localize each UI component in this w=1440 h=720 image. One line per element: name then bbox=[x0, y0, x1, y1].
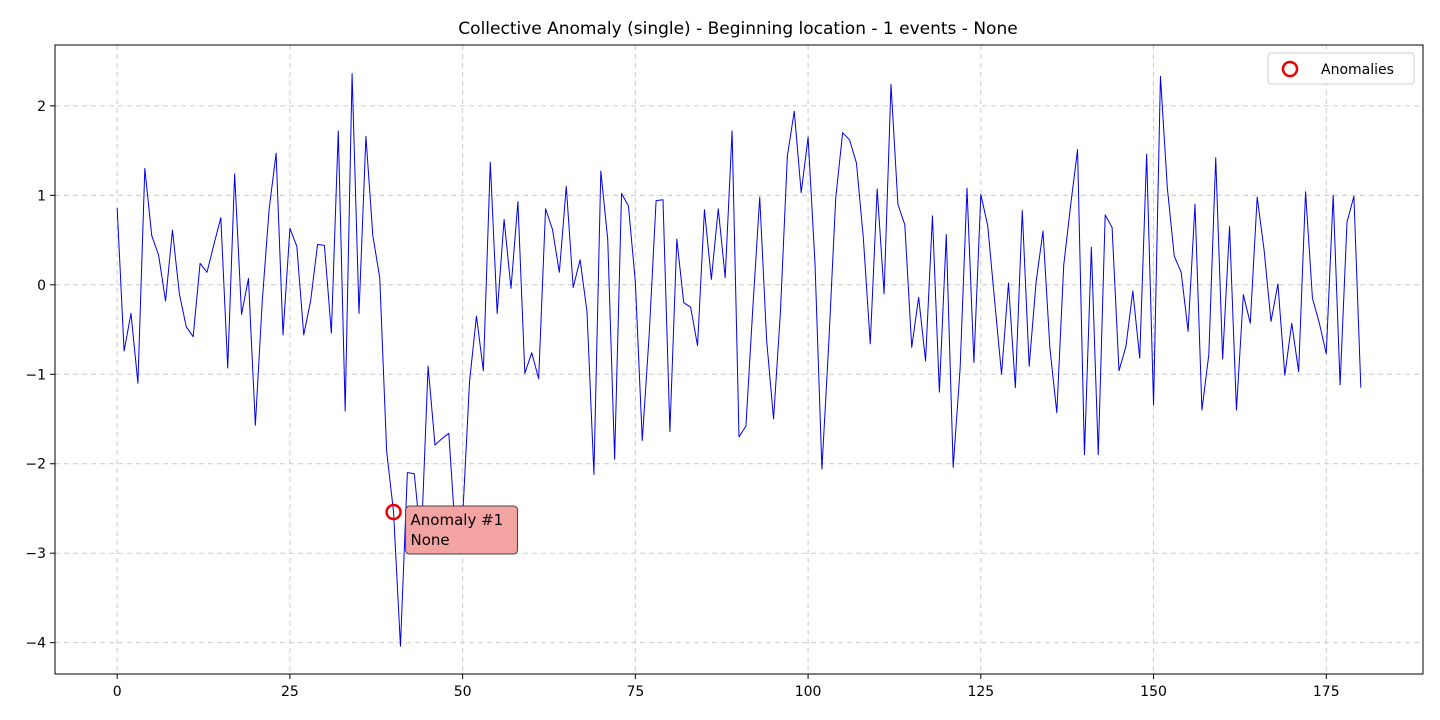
chart-title: Collective Anomaly (single) - Beginning … bbox=[458, 19, 1017, 39]
anomaly-annotation-title: Anomaly #1 bbox=[411, 511, 504, 529]
anomaly-layer: Anomaly #1 None bbox=[387, 505, 518, 554]
y-tick-label: 0 bbox=[37, 278, 46, 294]
grid-lines bbox=[55, 45, 1423, 674]
x-tick-label: 100 bbox=[795, 684, 822, 700]
legend-anomalies-label: Anomalies bbox=[1321, 62, 1394, 78]
y-tick-label: −2 bbox=[25, 457, 46, 473]
x-tick-label: 175 bbox=[1313, 684, 1340, 700]
y-tick-label: 1 bbox=[37, 188, 46, 204]
x-tick-label: 50 bbox=[454, 684, 472, 700]
legend: Anomalies bbox=[1268, 53, 1414, 84]
series-layer bbox=[117, 74, 1361, 647]
x-tick-label: 150 bbox=[1140, 684, 1167, 700]
y-tick-label: −3 bbox=[25, 546, 46, 562]
series-line bbox=[117, 74, 1361, 647]
x-tick-label: 25 bbox=[281, 684, 299, 700]
x-tick-label: 125 bbox=[967, 684, 994, 700]
x-tick-label: 0 bbox=[113, 684, 122, 700]
x-tick-label: 75 bbox=[626, 684, 644, 700]
axis-ticks: 0 25 50 75 100 125 150 175 2 1 0 −1 −2 −3 −4 bbox=[25, 99, 1339, 700]
y-tick-label: 2 bbox=[37, 99, 46, 115]
plot-frame bbox=[55, 45, 1423, 674]
y-tick-label: −4 bbox=[25, 636, 46, 652]
anomaly-annotation-detail: None bbox=[411, 531, 450, 549]
y-tick-label: −1 bbox=[25, 367, 46, 383]
